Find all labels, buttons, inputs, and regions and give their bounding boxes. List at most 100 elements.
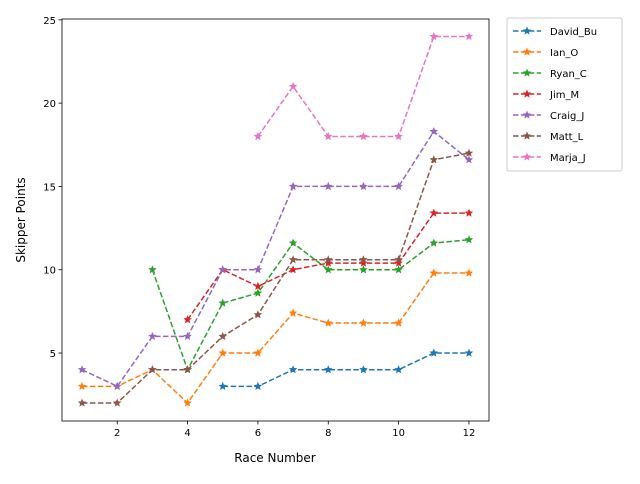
legend-item-Craig_J: Craig_J bbox=[513, 110, 584, 122]
data-point bbox=[183, 315, 192, 324]
data-point bbox=[464, 235, 474, 244]
data-point bbox=[218, 348, 227, 357]
series-line bbox=[82, 272, 469, 405]
legend-marker bbox=[522, 152, 532, 161]
series-line bbox=[81, 130, 470, 388]
x-tick-label: 8 bbox=[325, 428, 331, 439]
data-point bbox=[253, 310, 263, 319]
legend-marker bbox=[522, 131, 532, 140]
data-point bbox=[359, 365, 368, 374]
x-tick-label: 2 bbox=[114, 428, 120, 439]
data-point bbox=[253, 288, 263, 297]
data-point bbox=[288, 181, 298, 191]
data-point bbox=[218, 381, 227, 390]
data-point bbox=[429, 32, 439, 41]
data-point bbox=[324, 265, 333, 274]
data-point bbox=[253, 281, 263, 290]
legend-marker bbox=[522, 68, 532, 77]
data-point bbox=[253, 381, 263, 390]
series-Craig_J bbox=[77, 127, 474, 390]
data-point bbox=[394, 255, 403, 264]
series-Ian_O bbox=[77, 268, 474, 407]
legend-item-Jim_M: Jim_M bbox=[513, 89, 579, 101]
data-point bbox=[324, 318, 333, 327]
data-point bbox=[218, 265, 227, 274]
legend-label: Ian_O bbox=[550, 48, 578, 59]
data-point bbox=[148, 331, 157, 340]
data-point bbox=[183, 365, 192, 374]
data-point bbox=[464, 155, 474, 164]
legend-label: David_Bu bbox=[550, 27, 597, 38]
legend-item-Matt_L: Matt_L bbox=[513, 131, 584, 143]
data-point bbox=[359, 181, 368, 191]
data-point bbox=[253, 132, 263, 141]
data-point bbox=[112, 381, 122, 390]
data-point bbox=[288, 308, 298, 317]
data-point bbox=[77, 381, 87, 390]
series-line bbox=[257, 35, 469, 138]
y-tick-label: 20 bbox=[43, 99, 56, 110]
data-point bbox=[288, 82, 298, 91]
x-tick-label: 6 bbox=[255, 428, 261, 439]
data-point bbox=[429, 268, 439, 277]
data-point bbox=[148, 265, 157, 274]
series-Matt_L bbox=[77, 148, 474, 407]
data-point bbox=[429, 208, 439, 217]
x-tick-label: 12 bbox=[463, 428, 476, 439]
data-point bbox=[464, 208, 474, 217]
data-point bbox=[288, 255, 298, 264]
series-Marja_J bbox=[253, 32, 474, 141]
y-tick-label: 10 bbox=[43, 266, 56, 277]
data-point bbox=[183, 398, 192, 407]
legend-label: Marja_J bbox=[550, 153, 586, 164]
data-point bbox=[359, 132, 368, 141]
data-point bbox=[394, 318, 403, 327]
data-point bbox=[359, 265, 368, 274]
data-point bbox=[324, 132, 333, 141]
data-point bbox=[148, 365, 157, 374]
axes-frame bbox=[61, 18, 490, 422]
data-point bbox=[288, 238, 298, 247]
data-point bbox=[288, 265, 298, 274]
legend-item-David_Bu: David_Bu bbox=[513, 26, 597, 38]
data-point bbox=[253, 265, 263, 274]
y-tick-label: 25 bbox=[43, 16, 56, 27]
data-point bbox=[324, 255, 333, 264]
data-point bbox=[288, 365, 298, 374]
y-tick-label: 5 bbox=[50, 349, 56, 360]
legend-item-Marja_J: Marja_J bbox=[513, 152, 586, 164]
data-point bbox=[77, 365, 87, 374]
data-point bbox=[218, 331, 227, 340]
legend-marker bbox=[522, 110, 532, 119]
series-line bbox=[151, 238, 470, 372]
legend-label: Ryan_C bbox=[550, 69, 587, 80]
data-point bbox=[429, 348, 439, 357]
legend-marker bbox=[522, 89, 532, 98]
data-point bbox=[253, 348, 263, 357]
y-tick-label: 15 bbox=[43, 182, 56, 193]
data-point bbox=[394, 132, 403, 141]
legend: David_Bu Ian_O Ryan_C Jim_M Craig_J Matt_L Mar… bbox=[506, 17, 623, 172]
x-tick-label: 10 bbox=[392, 428, 405, 439]
y-axis-label: Skipper Points bbox=[14, 177, 28, 262]
data-point bbox=[324, 258, 333, 267]
data-point bbox=[429, 127, 439, 136]
data-point bbox=[429, 155, 439, 164]
data-point bbox=[359, 258, 368, 267]
x-axis-label: Race Number bbox=[234, 451, 315, 465]
legend-label: Jim_M bbox=[549, 90, 579, 101]
legend-item-Ryan_C: Ryan_C bbox=[513, 68, 587, 80]
legend-item-Ian_O: Ian_O bbox=[513, 47, 578, 59]
data-point bbox=[394, 365, 403, 374]
data-point bbox=[183, 331, 192, 340]
data-point bbox=[324, 181, 333, 191]
series-line bbox=[82, 152, 470, 404]
legend-label: Matt_L bbox=[550, 132, 584, 143]
plot-area: 2 4 6 8 10 12 5 10 15 20 25 bbox=[43, 16, 490, 439]
data-point bbox=[464, 32, 474, 41]
series-line bbox=[222, 352, 469, 388]
legend-marker bbox=[522, 26, 532, 35]
data-point bbox=[394, 265, 403, 274]
